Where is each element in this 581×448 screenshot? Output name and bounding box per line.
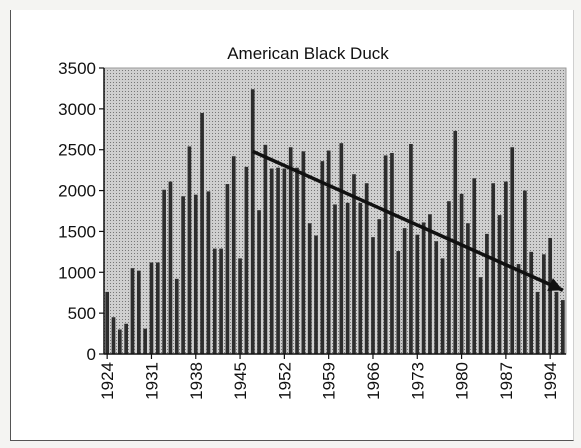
x-tick-label: 1945 (231, 362, 250, 400)
bar-1947 (250, 89, 255, 354)
bar-1934 (168, 181, 173, 354)
bar-1961 (339, 143, 344, 354)
bar-1958 (320, 161, 325, 354)
bar-1940 (206, 191, 211, 354)
bar-1927 (124, 323, 128, 354)
bar-1933 (162, 189, 166, 354)
bar-1985 (491, 183, 496, 354)
bar-1991 (529, 251, 534, 354)
bar-1977 (440, 258, 445, 354)
bar-1988 (510, 147, 515, 354)
y-tick-label: 2000 (58, 182, 96, 201)
y-tick-label: 2500 (58, 141, 96, 160)
bar-1945 (238, 258, 242, 354)
bar-1953 (288, 147, 293, 354)
x-tick-label: 1980 (453, 362, 472, 400)
bar-1982 (472, 178, 477, 354)
bar-1949 (263, 144, 268, 354)
bar-1951 (276, 167, 280, 354)
chart-svg: American Black Duck 0 500 1000 1500 2000 2500… (58, 44, 567, 400)
x-tick-label: 1938 (187, 362, 206, 400)
trendline-group (252, 149, 564, 292)
y-tick-label: 500 (68, 304, 96, 323)
bar-1938 (193, 194, 198, 354)
bar-1972 (409, 143, 413, 354)
bar-1963 (352, 174, 356, 354)
bar-1924 (105, 291, 109, 354)
bar-1959 (326, 150, 331, 354)
bar-1974 (421, 222, 426, 354)
bar-1980 (459, 193, 464, 354)
bar-1966 (371, 237, 375, 354)
x-ticks: 1924 1931 1938 1945 1952 1959 1966 1973 1980 1987… (98, 354, 560, 400)
bar-1932 (155, 262, 160, 354)
bar-1943 (225, 184, 230, 354)
bar-1929 (136, 270, 141, 354)
bar-1968 (383, 155, 388, 354)
chart-title: American Black Duck (227, 44, 389, 63)
bar-1989 (516, 264, 521, 354)
bar-1942 (219, 248, 223, 354)
bar-1978 (447, 201, 451, 354)
bar-1941 (212, 248, 217, 354)
bar-1928 (130, 268, 135, 354)
x-tick-label: 1959 (320, 362, 339, 400)
bar-1935 (174, 278, 179, 354)
bar-1960 (333, 204, 337, 354)
bar-1984 (485, 233, 489, 354)
y-tick-label: 0 (87, 345, 96, 364)
bar-1969 (390, 152, 394, 354)
x-tick-label: 1952 (275, 362, 294, 400)
bar-1939 (200, 112, 204, 354)
y-tick-label: 1500 (58, 222, 96, 241)
y-ticks: 0 500 1000 1500 2000 2500 3000 3500 (58, 59, 104, 364)
y-tick-label: 3000 (58, 100, 96, 119)
y-tick-label: 3500 (58, 59, 96, 78)
bar-1925 (111, 317, 116, 354)
bar-1956 (307, 223, 312, 354)
bar-1971 (402, 228, 407, 354)
bar-1970 (396, 251, 401, 354)
bar-1967 (377, 219, 382, 354)
bar-1954 (295, 167, 299, 354)
bar-1957 (314, 235, 318, 354)
bar-1964 (358, 202, 363, 354)
bar-1992 (535, 291, 540, 354)
bar-1931 (149, 262, 154, 354)
bar-1973 (415, 234, 420, 354)
x-tick-label: 1987 (497, 362, 516, 400)
x-tick-label: 1973 (408, 362, 427, 400)
bar-1955 (301, 151, 306, 354)
bar-1946 (244, 166, 249, 354)
bar-1995 (554, 291, 559, 354)
x-tick-label: 1994 (541, 362, 560, 400)
bar-1950 (269, 168, 274, 354)
trendline (252, 149, 564, 292)
bar-1981 (466, 223, 470, 354)
bar-1996 (561, 300, 565, 354)
bar-1993 (542, 254, 546, 354)
bar-1962 (345, 202, 350, 354)
bar-1976 (434, 241, 439, 354)
trendline-arrowhead (547, 278, 563, 291)
y-tick-label: 1000 (58, 263, 96, 282)
x-tick-label: 1966 (364, 362, 383, 400)
bar-1926 (117, 329, 122, 354)
chart-frame: American Black Duck 0 500 1000 1500 2000 2500… (10, 10, 574, 441)
bar-1994 (548, 237, 553, 354)
bar-1936 (181, 196, 185, 354)
bar-1983 (478, 277, 483, 354)
bar-1952 (282, 168, 287, 354)
bar-1948 (257, 210, 261, 354)
bar-1937 (187, 146, 192, 354)
x-tick-label: 1924 (98, 362, 117, 400)
bar-1944 (231, 156, 236, 354)
bar-1986 (497, 215, 502, 354)
bar-1987 (504, 181, 508, 354)
bar-1930 (143, 328, 147, 354)
bar-1975 (428, 214, 432, 354)
x-tick-label: 1931 (142, 362, 161, 400)
bar-1965 (364, 183, 369, 354)
